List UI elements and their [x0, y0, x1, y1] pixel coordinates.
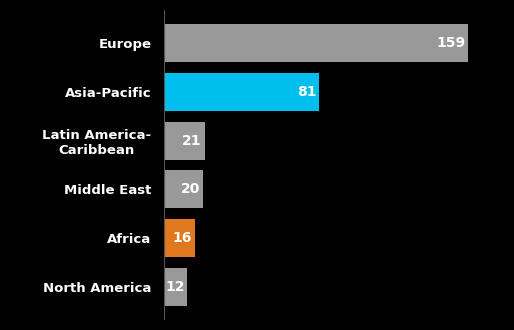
Bar — [164, 73, 319, 111]
Bar — [164, 219, 195, 257]
Text: 159: 159 — [436, 36, 465, 50]
Text: 21: 21 — [182, 134, 201, 148]
Text: 16: 16 — [173, 231, 192, 245]
Bar — [164, 170, 203, 209]
Text: 12: 12 — [165, 280, 185, 294]
Text: 81: 81 — [297, 85, 316, 99]
Bar — [164, 24, 468, 62]
Bar — [164, 268, 188, 306]
Bar — [164, 121, 205, 160]
Text: 20: 20 — [180, 182, 200, 196]
